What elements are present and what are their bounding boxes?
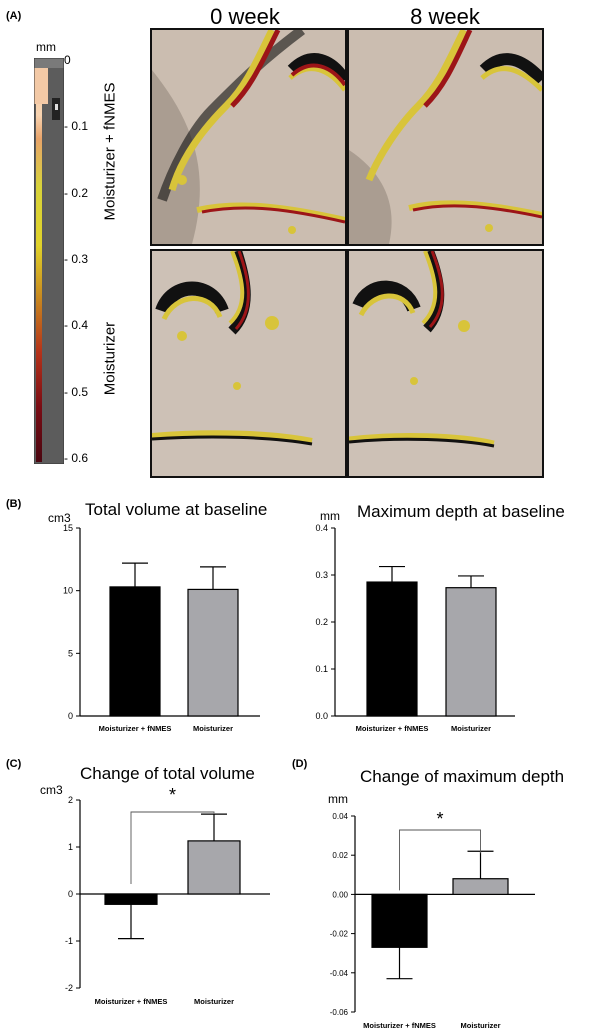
- bar-moisturizer-fnmes: [366, 581, 418, 717]
- color-scale-tick-label: - 0.2: [64, 185, 89, 200]
- y-tick-label: 0.04: [332, 812, 348, 821]
- photo-moisturizer-week8: [347, 249, 544, 478]
- significance-bracket: [130, 811, 215, 884]
- y-tick-label: -0.02: [330, 930, 349, 939]
- y-tick-label: 5: [68, 648, 73, 658]
- y-tick-label: 0.1: [315, 664, 328, 674]
- chart-title: Total volume at baseline: [85, 500, 267, 519]
- category-label: Moisturizer + fNMES: [363, 1021, 436, 1030]
- chart-title: Maximum depth at baseline: [357, 502, 565, 521]
- color-scale-tick-label: - 0.3: [64, 252, 89, 266]
- significance-star: *: [436, 809, 443, 829]
- chart-title: Change of total volume: [80, 764, 255, 783]
- y-tick-label: 0: [68, 889, 73, 899]
- bar-moisturizer-fnmes: [104, 893, 158, 905]
- color-scale-unit: mm: [36, 40, 56, 54]
- y-axis-unit-label: mm: [320, 509, 340, 523]
- y-tick-label: 10: [63, 586, 73, 596]
- category-label: Moisturizer: [194, 997, 234, 1006]
- panel-c-letter: (C): [6, 758, 22, 770]
- y-axis-unit-label: mm: [328, 792, 348, 806]
- photo-fnmes-week8: [347, 28, 544, 246]
- photo-fnmes-week0: [150, 28, 347, 246]
- category-label: Moisturizer + fNMES: [356, 724, 429, 733]
- y-tick-label: 0: [68, 711, 73, 721]
- color-scale-tick-label: - 0.4: [64, 318, 89, 333]
- bar-moisturizer: [187, 840, 241, 895]
- y-tick-label: 0.2: [315, 617, 328, 627]
- bar-moisturizer: [452, 878, 509, 895]
- y-tick-label: 0.02: [332, 851, 348, 860]
- color-scale-tick-label: 0: [64, 53, 71, 67]
- y-tick-label: 0.3: [315, 570, 328, 580]
- depth-color-scale: [33, 57, 65, 465]
- panel-b-letter: (B): [6, 498, 22, 510]
- category-label: Moisturizer + fNMES: [99, 724, 172, 733]
- y-tick-label: 2: [68, 795, 73, 805]
- y-tick-label: 1: [68, 842, 73, 852]
- skin-topography-image: [349, 251, 542, 476]
- column-label-8-week: 8 week: [410, 4, 480, 29]
- y-tick-label: 0.0: [315, 711, 328, 721]
- skin-topography-image: [152, 30, 345, 244]
- category-label: Moisturizer + fNMES: [95, 997, 168, 1006]
- bar-moisturizer-fnmes: [109, 586, 161, 717]
- category-label: Moisturizer: [193, 724, 233, 733]
- color-scale-tick-label: - 0.1: [64, 119, 89, 134]
- y-tick-label: -1: [65, 936, 73, 946]
- y-tick-label: -2: [65, 983, 73, 993]
- chart-title: Change of maximum depth: [360, 767, 564, 786]
- skin-topography-image: [152, 251, 345, 476]
- significance-star: *: [169, 785, 176, 805]
- y-tick-label: -0.06: [330, 1008, 349, 1017]
- category-label: Moisturizer: [451, 724, 491, 733]
- y-axis-unit-label: cm3: [48, 511, 71, 525]
- y-tick-label: 0.00: [332, 890, 348, 899]
- column-label-0-week: 0 week: [210, 4, 280, 29]
- significance-bracket: [399, 829, 481, 891]
- color-scale-tick-label: - 0.5: [64, 384, 89, 399]
- y-tick-label: 15: [63, 523, 73, 533]
- bar-moisturizer: [445, 587, 497, 717]
- y-axis-unit-label: cm3: [40, 783, 63, 797]
- category-label: Moisturizer: [460, 1021, 500, 1030]
- color-scale-tick-label: - 0.6: [64, 451, 89, 465]
- bar-moisturizer: [187, 588, 239, 717]
- depth-color-scale-graphic: [33, 57, 65, 465]
- y-tick-label: -0.04: [330, 969, 349, 978]
- y-tick-label: 0.4: [315, 523, 328, 533]
- panel-a-letter: (A): [6, 10, 22, 22]
- panel-d-letter: (D): [292, 758, 308, 770]
- skin-topography-image: [349, 30, 542, 244]
- bar-moisturizer-fnmes: [371, 893, 428, 948]
- photo-moisturizer-week0: [150, 249, 347, 478]
